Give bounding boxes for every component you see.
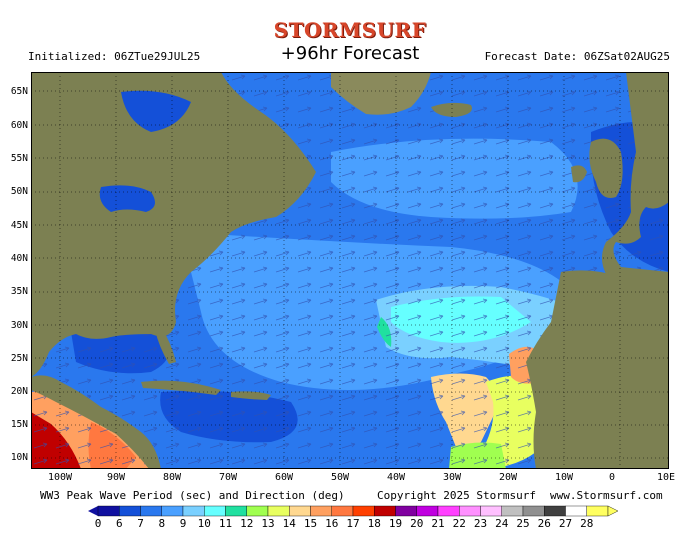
colorbar-swatch bbox=[204, 505, 226, 517]
map-caption: WW3 Peak Wave Period (sec) and Direction… bbox=[40, 489, 345, 502]
lat-label: 30N bbox=[10, 320, 28, 331]
central-america-land bbox=[31, 375, 161, 469]
colorbar-swatch bbox=[480, 505, 502, 517]
africa-land bbox=[526, 270, 669, 469]
colorbar-tick-label: 8 bbox=[158, 517, 166, 530]
colorbar-swatch bbox=[225, 505, 247, 517]
colorbar-swatch bbox=[97, 505, 120, 517]
colorbar-tick-label: 28 bbox=[580, 517, 594, 530]
iceland-land bbox=[431, 102, 472, 117]
colorbar-swatch bbox=[416, 505, 439, 517]
canary-islands bbox=[554, 332, 558, 336]
colorbar-tick-label: 17 bbox=[346, 517, 360, 530]
north-america-land bbox=[31, 72, 316, 377]
colorbar-swatch bbox=[352, 505, 375, 517]
colorbar-swatch bbox=[310, 505, 332, 517]
colorbar-tick-label: 14 bbox=[282, 517, 296, 530]
colorbar-left-arrow bbox=[88, 506, 98, 516]
lon-label: 10W bbox=[554, 472, 574, 483]
lat-label: 35N bbox=[10, 286, 28, 297]
colorbar-tick-label: 19 bbox=[388, 517, 403, 530]
colorbar-tick-label: 11 bbox=[218, 517, 233, 530]
forecast-date-label: Forecast Date: 06ZSat02AUG25 bbox=[484, 50, 670, 63]
lon-label: 20W bbox=[498, 472, 518, 483]
colorbar-tick-label: 7 bbox=[137, 517, 144, 530]
lat-label: 55N bbox=[10, 153, 28, 164]
colorbar-swatch bbox=[267, 505, 290, 517]
lat-label: 60N bbox=[10, 120, 28, 131]
colorbar-swatch bbox=[522, 505, 545, 517]
colorbar-tick-label: 21 bbox=[431, 517, 445, 530]
colorbar-tick-label: 18 bbox=[367, 517, 381, 530]
colorbar-tick-label: 24 bbox=[495, 517, 509, 530]
initialized-label: Initialized: 06ZTue29JUL25 bbox=[28, 50, 201, 63]
colorbar bbox=[88, 505, 618, 517]
colorbar-tick-label: 9 bbox=[179, 517, 187, 530]
lon-label: 90W bbox=[106, 472, 126, 483]
hispaniola-land bbox=[231, 391, 271, 400]
lon-label: 0 bbox=[608, 472, 616, 483]
colorbar-swatch bbox=[395, 505, 417, 517]
colorbar-tick-label: 6 bbox=[115, 517, 123, 530]
lon-label: 60W bbox=[274, 472, 294, 483]
stormsurf-logo: STORMSURF bbox=[273, 18, 427, 42]
colorbar-tick-label: 12 bbox=[240, 517, 254, 530]
colorbar-tick-label: 0 bbox=[94, 517, 102, 530]
colorbar-swatch bbox=[331, 505, 354, 517]
hudson-bay bbox=[121, 90, 191, 132]
ireland-land bbox=[571, 165, 587, 183]
florida-land bbox=[155, 327, 176, 364]
colorbar-swatch bbox=[182, 505, 205, 517]
wave-period-map bbox=[31, 72, 669, 469]
colorbar-tick-label: 22 bbox=[452, 517, 466, 530]
lon-label: 50W bbox=[330, 472, 350, 483]
lon-label: 80W bbox=[162, 472, 182, 483]
colorbar-swatch bbox=[246, 505, 269, 517]
colorbar-tick-label: 13 bbox=[261, 517, 275, 530]
colorbar-right-arrow bbox=[607, 505, 618, 517]
lat-label: 65N bbox=[10, 86, 28, 97]
colorbar-swatch bbox=[289, 505, 311, 517]
greenland-land bbox=[331, 72, 431, 115]
colorbar-swatch bbox=[140, 505, 162, 517]
colorbar-swatch bbox=[544, 505, 566, 517]
lat-label: 10N bbox=[10, 452, 28, 463]
website-link[interactable]: www.Stormsurf.com bbox=[550, 489, 663, 502]
forecast-title: +96hr Forecast bbox=[280, 43, 420, 64]
colorbar-swatch bbox=[374, 505, 396, 517]
lat-label: 40N bbox=[10, 253, 28, 264]
colorbar-tick-label: 27 bbox=[558, 517, 573, 530]
lon-label: 10E bbox=[656, 472, 676, 483]
colorbar-tick-label: 10 bbox=[197, 517, 211, 530]
cuba-land bbox=[141, 380, 221, 395]
colorbar-swatch bbox=[501, 505, 524, 517]
colorbar-tick-label: 23 bbox=[473, 517, 488, 530]
lon-label: 30W bbox=[442, 472, 462, 483]
lat-label: 15N bbox=[10, 419, 28, 430]
british-isles-land bbox=[589, 138, 623, 198]
colorbar-swatch bbox=[119, 505, 141, 517]
colorbar-swatch bbox=[459, 505, 481, 517]
colorbar-swatch bbox=[161, 505, 184, 517]
lat-label: 20N bbox=[10, 386, 28, 397]
colorbar-swatch bbox=[565, 505, 587, 517]
colorbar-tick-label: 26 bbox=[537, 517, 551, 530]
colorbar-tick-label: 16 bbox=[325, 517, 339, 530]
colorbar-swatch bbox=[437, 505, 460, 517]
lat-label: 25N bbox=[10, 353, 28, 364]
lon-label: 70W bbox=[218, 472, 238, 483]
colorbar-tick-label: 15 bbox=[303, 517, 318, 530]
colorbar-tick-label: 25 bbox=[516, 517, 530, 530]
lon-label: 100W bbox=[47, 472, 73, 483]
lon-label: 40W bbox=[386, 472, 406, 483]
colorbar-tick-label: 20 bbox=[410, 517, 424, 530]
lat-label: 45N bbox=[10, 220, 28, 231]
copyright-text: Copyright 2025 Stormsurf bbox=[377, 489, 536, 502]
europe-land bbox=[602, 72, 669, 302]
great-lakes bbox=[99, 185, 155, 212]
colorbar-swatch bbox=[586, 505, 609, 517]
lat-label: 50N bbox=[10, 186, 28, 197]
